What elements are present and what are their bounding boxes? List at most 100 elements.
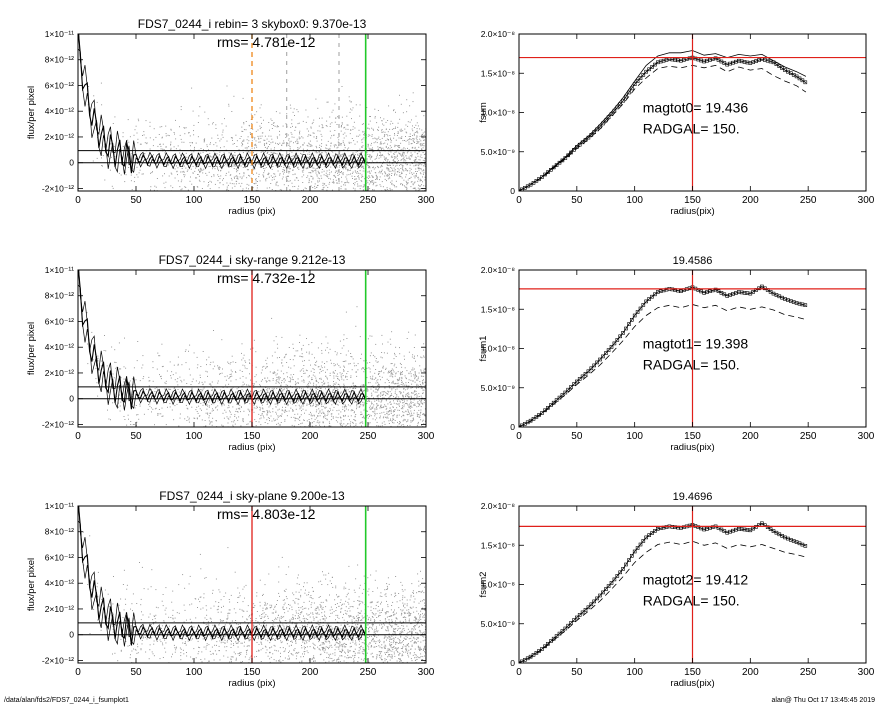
scatter-point [417, 423, 419, 425]
x-tick-label: 0 [516, 195, 522, 206]
scatter-point [399, 378, 401, 380]
scatter-point [242, 421, 244, 423]
scatter-point [292, 347, 294, 349]
scatter-point [399, 129, 401, 131]
scatter-point [393, 402, 395, 404]
scatter-point [420, 168, 422, 170]
scatter-point [303, 419, 305, 421]
scatter-point [378, 400, 380, 402]
scatter-point [379, 417, 381, 419]
scatter-point [313, 384, 314, 386]
scatter-point [273, 193, 274, 194]
scatter-point [185, 187, 187, 188]
scatter-point [243, 122, 245, 123]
scatter-point [391, 375, 393, 377]
scatter-point [353, 425, 355, 427]
scatter-point [378, 126, 380, 128]
scatter-point [241, 352, 242, 354]
scatter-point [219, 166, 221, 167]
scatter-point [339, 340, 341, 342]
scatter-point [333, 392, 334, 393]
scatter-point [401, 173, 402, 175]
scatter-point [397, 425, 399, 427]
scatter-point [424, 369, 426, 371]
scatter-point [349, 387, 351, 389]
scatter-point [154, 401, 156, 403]
scatter-point [288, 138, 290, 140]
scatter-point [400, 149, 402, 151]
scatter-point [239, 153, 240, 155]
scatter-point [359, 422, 361, 424]
scatter-point [144, 142, 146, 144]
scatter-point [393, 156, 395, 158]
scatter-point [370, 378, 372, 380]
scatter-point [292, 343, 294, 345]
scatter-point [209, 422, 211, 424]
scatter-point [273, 418, 275, 420]
scatter-point [228, 362, 230, 364]
scatter-point [393, 109, 395, 111]
scatter-point [390, 411, 392, 413]
scatter-point [231, 421, 233, 423]
scatter-point [406, 413, 408, 415]
scatter-point [197, 174, 199, 175]
scatter-point [394, 186, 396, 188]
scatter-point [416, 122, 418, 124]
scatter-point [360, 358, 362, 359]
plot-area [519, 34, 866, 191]
scatter-point [339, 401, 341, 403]
scatter-point [119, 394, 120, 396]
scatter-point [352, 382, 354, 384]
scatter-point [308, 425, 310, 427]
scatter-point [219, 151, 221, 153]
scatter-point [357, 396, 359, 398]
scatter-point [411, 406, 413, 408]
scatter-point [217, 174, 219, 176]
scatter-point [127, 414, 129, 416]
scatter-point [345, 405, 347, 407]
scatter-point [403, 159, 405, 161]
scatter-point [305, 399, 306, 400]
scatter-point [334, 165, 336, 167]
scatter-point [291, 192, 292, 193]
scatter-point [379, 184, 381, 186]
scatter-point [288, 401, 290, 403]
scatter-point [315, 364, 317, 366]
scatter-point [273, 122, 275, 124]
scatter-point [241, 371, 243, 372]
scatter-point [153, 395, 155, 396]
scatter-point [269, 388, 270, 390]
scatter-point [246, 139, 248, 141]
scatter-point [419, 135, 421, 137]
scatter-point [137, 142, 139, 144]
scatter-point [311, 145, 313, 147]
scatter-point [332, 409, 334, 411]
scatter-point [401, 379, 402, 381]
scatter-point [415, 390, 417, 392]
scatter-point [334, 388, 336, 390]
scatter-point [420, 385, 422, 387]
scatter-point [402, 395, 404, 397]
scatter-point [285, 410, 286, 412]
scatter-point [380, 404, 382, 406]
scatter-point [406, 99, 408, 101]
scatter-point [283, 140, 285, 142]
scatter-point [289, 146, 291, 147]
scatter-point [315, 384, 317, 386]
scatter-point [162, 415, 164, 417]
scatter-point [181, 188, 183, 190]
scatter-point [387, 131, 389, 133]
scatter-point [179, 148, 181, 150]
scatter-point [334, 175, 336, 177]
scatter-point [414, 147, 416, 149]
scatter-point [339, 372, 341, 374]
scatter-point [281, 382, 282, 384]
scatter-point [363, 404, 365, 406]
scatter-point [401, 405, 403, 407]
scatter-point [118, 342, 120, 344]
scatter-point [326, 125, 328, 127]
scatter-point [326, 170, 328, 172]
scatter-point [372, 180, 374, 182]
scatter-point [402, 165, 404, 167]
scatter-point [279, 174, 281, 176]
